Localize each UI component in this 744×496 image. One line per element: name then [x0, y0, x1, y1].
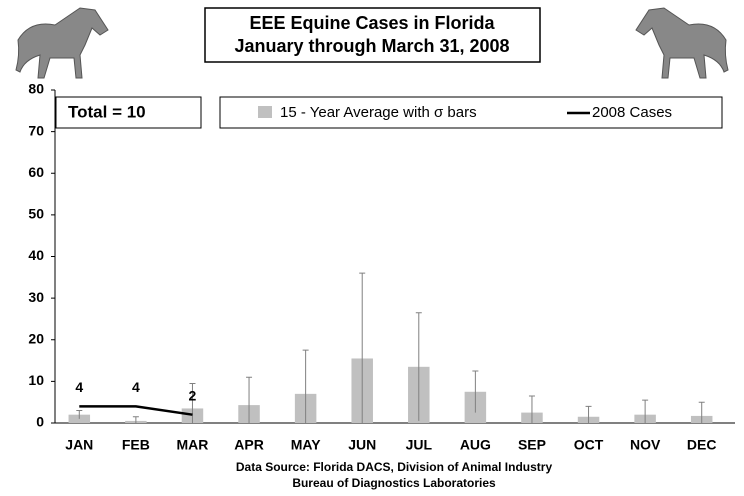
y-tick-label: 80 [28, 81, 44, 97]
x-tick-label: APR [234, 437, 264, 453]
y-tick-label: 0 [36, 414, 44, 430]
x-tick-label: NOV [630, 437, 661, 453]
chart-subtitle: January through March 31, 2008 [234, 36, 509, 56]
data-label: 4 [75, 379, 83, 395]
x-tick-label: FEB [122, 437, 150, 453]
y-tick-label: 40 [28, 247, 44, 263]
data-label: 4 [132, 379, 140, 395]
x-tick-label: JAN [65, 437, 93, 453]
x-tick-label: DEC [687, 437, 717, 453]
y-tick-label: 50 [28, 206, 44, 222]
legend-swatch [258, 106, 272, 118]
source: Data Source: Florida DACS, Division of A… [236, 460, 553, 474]
x-tick-label: AUG [460, 437, 491, 453]
y-tick-label: 30 [28, 289, 44, 305]
x-tick-label: MAR [177, 437, 209, 453]
annotation: Total = 10 [68, 102, 146, 121]
x-tick-label: OCT [574, 437, 604, 453]
chart: EEE Equine Cases in Florida January thro… [0, 0, 744, 496]
legend-label: 2008 Cases [592, 104, 672, 121]
horse-left [16, 8, 108, 78]
data-label: 2 [189, 387, 197, 403]
x-tick-label: JUL [406, 437, 433, 453]
x-tick-label: JUN [348, 437, 376, 453]
page: EEE Equine Cases in Florida January thro… [0, 0, 744, 496]
y-tick-label: 70 [28, 122, 44, 138]
y-tick-label: 20 [28, 330, 44, 346]
x-tick-label: SEP [518, 437, 546, 453]
legend-label: 15 - Year Average with σ bars [280, 104, 477, 121]
x-tick-label: MAY [291, 437, 321, 453]
horse-right [636, 8, 728, 78]
y-tick-label: 60 [28, 164, 44, 180]
source: Bureau of Diagnostics Laboratories [292, 476, 496, 490]
line [79, 406, 192, 414]
chart-title: EEE Equine Cases in Florida [249, 13, 495, 33]
y-tick-label: 10 [28, 372, 44, 388]
